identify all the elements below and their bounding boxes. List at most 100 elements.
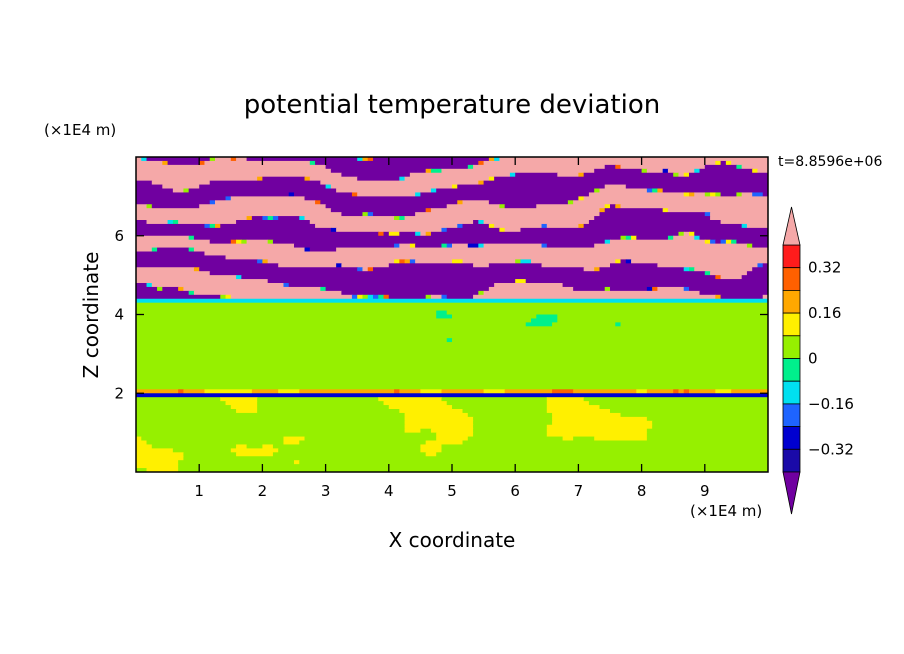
contour-cell: [183, 452, 237, 457]
contour-cell: [267, 279, 516, 284]
contour-cell: [746, 271, 768, 276]
contour-cell: [430, 428, 474, 434]
contour-cell: [425, 452, 437, 457]
contour-cell: [330, 168, 427, 174]
contour-cell: [599, 267, 685, 272]
y-tick-label: 6: [114, 227, 124, 245]
contour-cell: [209, 239, 232, 245]
contour-cell: [225, 255, 768, 260]
contour-cell: [136, 314, 437, 320]
contour-cell: [236, 452, 274, 457]
contour-cell: [578, 172, 585, 178]
contour-cell: [594, 436, 648, 442]
contour-cell: [188, 188, 337, 194]
contour-cell: [404, 176, 490, 182]
contour-cell: [594, 216, 711, 221]
contour-cell: [441, 448, 768, 453]
contour-cell: [520, 227, 768, 233]
contour-cell: [136, 231, 379, 237]
contour-cell: [188, 290, 195, 296]
contour-cell: [336, 227, 443, 233]
contour-cell: [420, 444, 443, 449]
contour-cell: [646, 168, 664, 174]
contour-cell: [146, 468, 179, 472]
contour-cell: [136, 385, 768, 390]
contour-cell: [720, 220, 768, 225]
contour-cell: [436, 452, 768, 457]
contour-cell: [546, 397, 585, 402]
contour-cell: [136, 216, 248, 221]
contour-cell: [525, 279, 768, 284]
contour-cell: [278, 263, 337, 268]
contour-cell: [257, 401, 385, 406]
contour-cell: [610, 204, 616, 209]
contour-cell: [741, 275, 768, 280]
contour-cell: [557, 318, 768, 323]
contour-cell: [136, 401, 227, 406]
contour-cell: [425, 168, 432, 174]
contour-cell: [236, 157, 248, 162]
contour-cell: [136, 196, 227, 201]
contour-cell: [199, 184, 327, 190]
contour-cell: [225, 294, 232, 300]
contour-cell: [415, 192, 421, 197]
contour-cell: [330, 227, 337, 233]
contour-cell: [452, 338, 768, 343]
contour-cell: [757, 168, 768, 174]
contour-cell: [399, 243, 411, 249]
contour-cell: [204, 223, 211, 229]
contour-cell: [673, 235, 695, 241]
contour-cell: [683, 192, 690, 197]
colorbar-swatch: [782, 267, 801, 291]
contour-cell: [567, 200, 574, 205]
contour-cell: [294, 460, 300, 465]
contour-cell: [172, 220, 179, 225]
contour-cell: [583, 397, 768, 402]
contour-cell: [752, 243, 768, 249]
contour-cell: [257, 397, 379, 402]
contour-cell: [136, 369, 768, 375]
colorbar-tick-label: 0.32: [808, 259, 841, 277]
contour-cell: [731, 389, 768, 394]
contour-cell: [573, 286, 606, 292]
contour-cell: [136, 464, 179, 469]
contour-cell: [683, 286, 690, 292]
contour-cell: [230, 294, 353, 300]
contour-cell: [409, 172, 511, 178]
contour-cell: [146, 283, 153, 288]
contour-cell: [736, 192, 743, 197]
contour-cell: [388, 294, 427, 300]
contour-cell: [209, 157, 216, 162]
contour-cell: [136, 267, 195, 272]
contour-cell: [657, 188, 664, 194]
contour-cell: [241, 239, 248, 245]
contour-cell: [178, 220, 237, 225]
contour-cell: [315, 160, 479, 166]
contour-cell: [215, 200, 316, 205]
contour-cell: [757, 263, 764, 268]
contour-cell: [452, 314, 537, 320]
contour-cell: [309, 247, 337, 253]
contour-cell: [404, 416, 474, 422]
contour-cell: [652, 188, 658, 194]
contour-cell: [467, 164, 474, 170]
contour-cell: [646, 416, 768, 422]
contour-cell: [599, 188, 648, 194]
contour-cell: [136, 346, 768, 351]
contour-cell: [425, 231, 432, 237]
contour-cell: [594, 267, 601, 272]
x-tick-label: 7: [574, 482, 584, 500]
contour-cell: [267, 239, 274, 245]
contour-cell: [478, 290, 485, 296]
contour-cell: [415, 259, 453, 264]
contour-cell: [325, 164, 469, 170]
contour-cell: [430, 208, 601, 213]
contour-cell: [536, 314, 558, 320]
contour-cell: [662, 188, 768, 194]
contour-cell: [762, 294, 768, 300]
contour-cell: [615, 322, 622, 327]
contour-cell: [220, 294, 227, 300]
contour-cell: [378, 294, 385, 300]
contour-cell: [136, 432, 437, 438]
contour-cell: [646, 188, 653, 194]
